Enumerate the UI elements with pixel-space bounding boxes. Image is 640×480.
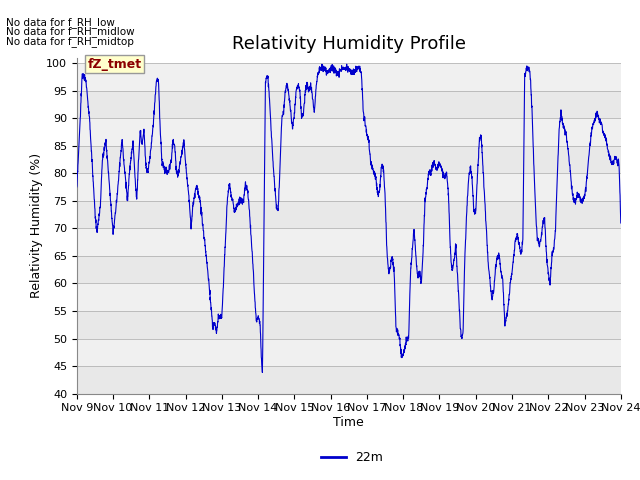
Bar [77,118,621,146]
Bar [77,173,621,201]
Bar [77,201,621,228]
Text: No data for f_RH_midtop: No data for f_RH_midtop [6,36,134,47]
Text: No data for f_RH_low: No data for f_RH_low [6,17,115,28]
Bar [77,256,621,283]
Title: Relativity Humidity Profile: Relativity Humidity Profile [232,35,466,53]
X-axis label: Time: Time [333,416,364,429]
Bar [77,63,621,91]
Bar [77,146,621,173]
Text: fZ_tmet: fZ_tmet [88,58,142,71]
Text: No data for f_RH_midlow: No data for f_RH_midlow [6,26,135,37]
Bar [77,311,621,338]
Bar [77,366,621,394]
Bar [77,338,621,366]
Bar [77,228,621,256]
Y-axis label: Relativity Humidity (%): Relativity Humidity (%) [30,153,44,298]
Bar [77,283,621,311]
Bar [77,91,621,118]
Legend: 22m: 22m [316,446,388,469]
